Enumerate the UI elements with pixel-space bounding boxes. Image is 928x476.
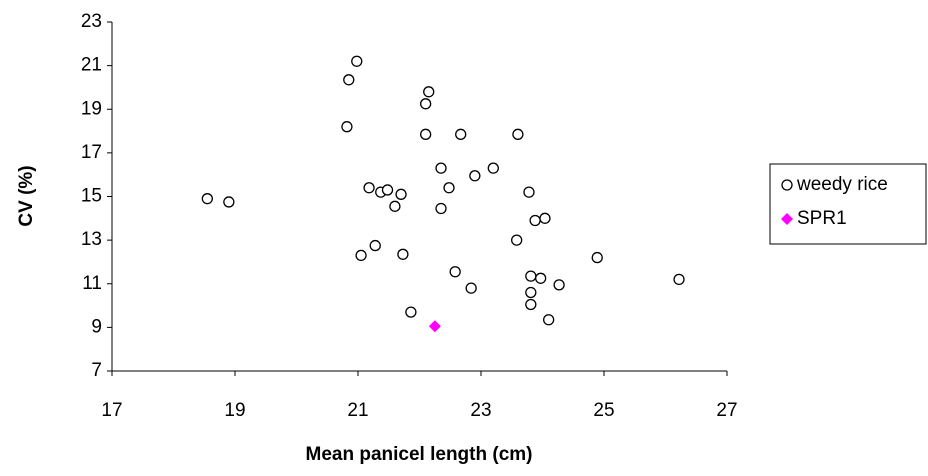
y-tick-label: 15: [81, 186, 102, 207]
point: [202, 194, 212, 204]
point: [356, 250, 366, 260]
point: [512, 235, 522, 245]
point: [342, 122, 352, 132]
x-axis-title: Mean panicel length (cm): [306, 444, 533, 465]
point: [436, 163, 446, 173]
y-tick-label: 11: [82, 273, 102, 294]
x-tick-label: 17: [101, 400, 122, 421]
chart: Mean panicel length (cm) CV (%) 7 9 11 13 15…: [0, 0, 928, 471]
point: [554, 280, 564, 290]
point: [488, 163, 498, 173]
x-tick-label: 27: [716, 400, 737, 421]
point: [470, 171, 480, 181]
point: [344, 75, 354, 85]
point: [436, 203, 446, 213]
y-tick-label: 7: [91, 360, 102, 381]
y-tick-label: 19: [81, 98, 102, 119]
point: [530, 215, 540, 225]
point: [406, 307, 416, 317]
point: [450, 267, 460, 277]
point: [513, 129, 523, 139]
legend-label: SPR1: [797, 208, 847, 229]
point: [526, 287, 536, 297]
point: [396, 189, 406, 199]
y-tick-label: 9: [91, 316, 102, 337]
point: [352, 56, 362, 66]
point: [390, 201, 400, 211]
point: [444, 183, 454, 193]
point: [370, 241, 380, 251]
point: [526, 271, 536, 281]
y-axis-title: CV (%): [16, 165, 37, 226]
point: [224, 197, 234, 207]
point: [421, 129, 431, 139]
point: [383, 185, 393, 195]
legend-marker: [782, 180, 792, 190]
point: [544, 315, 554, 325]
point: [424, 87, 434, 97]
x-tick-label: 25: [593, 400, 614, 421]
point: [364, 183, 374, 193]
point: [540, 213, 550, 223]
point: [526, 299, 536, 309]
point: [398, 249, 408, 259]
point: [456, 129, 466, 139]
point: [674, 274, 684, 284]
x-tick-label: 23: [470, 400, 491, 421]
y-tick-label: 21: [81, 55, 102, 76]
x-tick-label: 21: [347, 400, 368, 421]
point: [429, 320, 441, 332]
point: [524, 187, 534, 197]
y-tick-label: 23: [81, 11, 102, 32]
point: [466, 283, 476, 293]
y-tick-label: 13: [81, 229, 102, 250]
point: [421, 99, 431, 109]
point: [592, 253, 602, 263]
y-tick-label: 17: [81, 142, 102, 163]
x-tick-label: 19: [224, 400, 245, 421]
legend-label: weedy rice: [796, 174, 888, 195]
point: [536, 273, 546, 283]
